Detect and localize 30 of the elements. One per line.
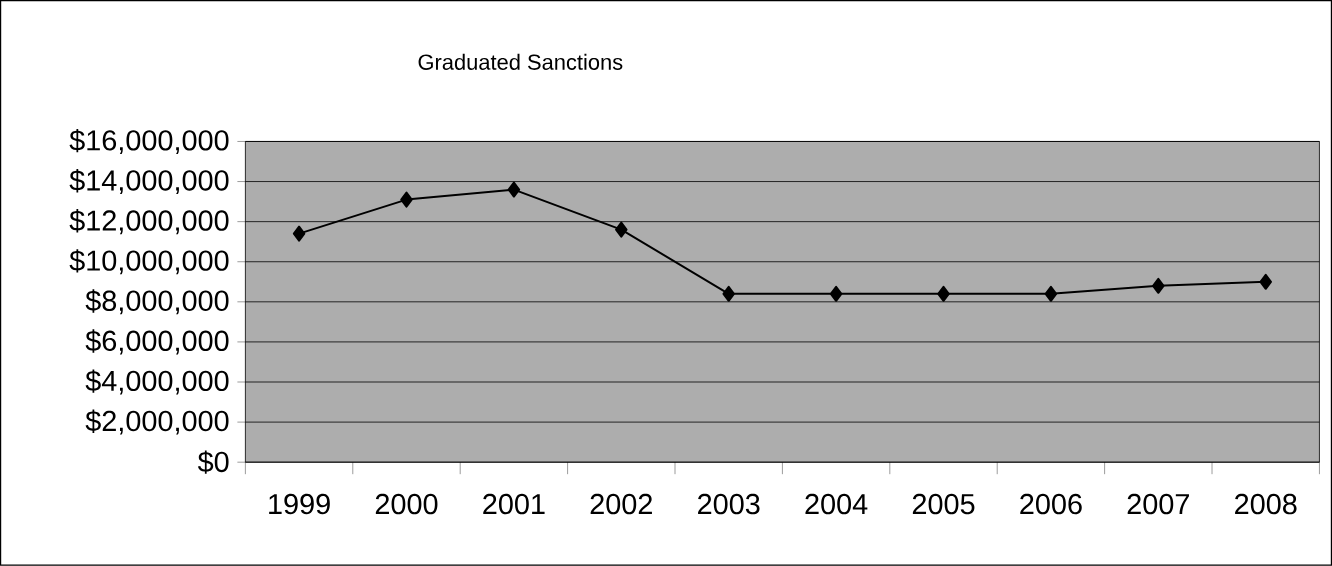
- point: [1259, 273, 1272, 290]
- point: [507, 181, 521, 198]
- x-tick-label: 2007: [1127, 494, 1189, 515]
- point: [615, 221, 628, 238]
- point: [1044, 285, 1058, 302]
- y-tick-label: $14,000,000: [69, 169, 229, 195]
- point: [829, 285, 843, 302]
- point: [937, 285, 950, 302]
- y-tick-label: $12,000,000: [69, 209, 229, 235]
- x-tick-label: 2003: [698, 494, 760, 515]
- y-tick-label: $16,000,000: [69, 129, 229, 155]
- y-tick-label: $10,000,000: [69, 249, 229, 275]
- x-tick-label: 2000: [375, 494, 438, 515]
- point: [1152, 277, 1165, 294]
- x-tick-label: 2008: [1235, 494, 1297, 515]
- y-tick-label: $4,000,000: [85, 369, 229, 395]
- x-tick-label: 2004: [805, 494, 868, 515]
- y-tick-label: $6,000,000: [85, 329, 229, 355]
- x-tick-label: 1999: [269, 494, 330, 515]
- point: [722, 285, 735, 302]
- x-tick-label: 2006: [1020, 494, 1082, 515]
- x-tick-label: 2001: [483, 494, 545, 515]
- y-tick-label: $0: [197, 450, 229, 475]
- x-tick-label: 2005: [912, 494, 975, 515]
- point: [400, 191, 413, 208]
- x-tick-label: 2002: [590, 494, 652, 515]
- y-tick-label: $2,000,000: [85, 409, 229, 435]
- chart-title: Graduated Sanctions: [418, 53, 623, 71]
- point: [292, 225, 306, 242]
- y-tick-label: $8,000,000: [85, 289, 229, 315]
